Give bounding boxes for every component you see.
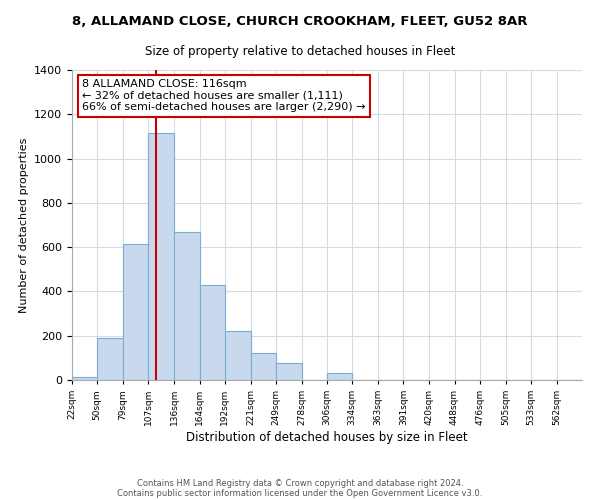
- Text: Contains public sector information licensed under the Open Government Licence v3: Contains public sector information licen…: [118, 488, 482, 498]
- X-axis label: Distribution of detached houses by size in Fleet: Distribution of detached houses by size …: [186, 431, 468, 444]
- Bar: [224, 332, 251, 380]
- Text: Contains HM Land Registry data © Crown copyright and database right 2024.: Contains HM Land Registry data © Crown c…: [137, 478, 463, 488]
- Bar: [148, 133, 175, 380]
- Bar: [72, 376, 97, 380]
- Y-axis label: Number of detached properties: Number of detached properties: [19, 138, 29, 312]
- Bar: [327, 374, 352, 380]
- Bar: [97, 338, 123, 380]
- Bar: [123, 244, 148, 380]
- Bar: [276, 364, 302, 380]
- Text: 8, ALLAMAND CLOSE, CHURCH CROOKHAM, FLEET, GU52 8AR: 8, ALLAMAND CLOSE, CHURCH CROOKHAM, FLEE…: [72, 15, 528, 28]
- Bar: [251, 354, 276, 380]
- Text: 8 ALLAMAND CLOSE: 116sqm
← 32% of detached houses are smaller (1,111)
66% of sem: 8 ALLAMAND CLOSE: 116sqm ← 32% of detach…: [82, 80, 366, 112]
- Text: Size of property relative to detached houses in Fleet: Size of property relative to detached ho…: [145, 45, 455, 58]
- Bar: [199, 285, 224, 380]
- Bar: [175, 232, 199, 380]
